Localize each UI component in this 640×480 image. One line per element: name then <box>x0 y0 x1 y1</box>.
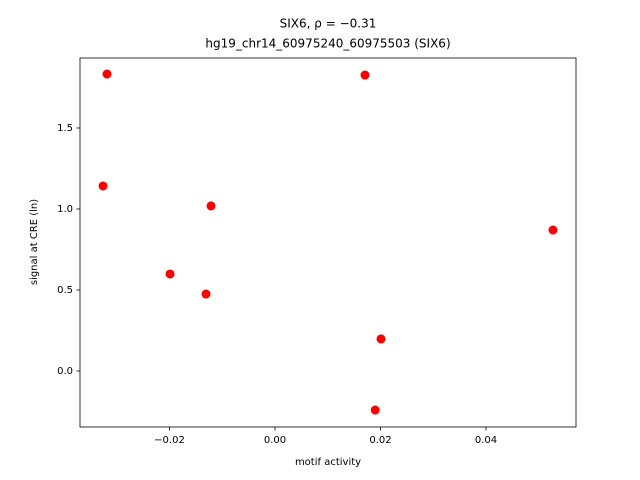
x-tick-label: 0.02 <box>369 435 391 446</box>
point <box>206 201 216 211</box>
y-tick-label: 1.0 <box>57 204 73 215</box>
x-tick-label: 0.00 <box>264 435 286 446</box>
point <box>98 181 108 191</box>
point <box>548 225 558 235</box>
y-tick-label: 0.0 <box>57 366 73 377</box>
point <box>201 289 211 299</box>
chart-title: SIX6, ρ = −0.31 <box>280 17 377 31</box>
chart-subtitle: hg19_chr14_60975240_60975503 (SIX6) <box>205 37 450 51</box>
x-tick-label: 0.04 <box>475 435 497 446</box>
point <box>360 70 370 80</box>
point <box>102 69 112 79</box>
y-tick-label: 0.5 <box>57 285 73 296</box>
x-axis-label: motif activity <box>295 457 361 468</box>
point <box>376 334 386 344</box>
x-tick-label: −0.02 <box>154 435 185 446</box>
y-tick-label: 1.5 <box>57 123 73 134</box>
point <box>165 269 175 279</box>
y-axis-label: signal at CRE (ln) <box>29 199 40 285</box>
plot-frame <box>79 57 577 428</box>
point <box>370 405 380 415</box>
